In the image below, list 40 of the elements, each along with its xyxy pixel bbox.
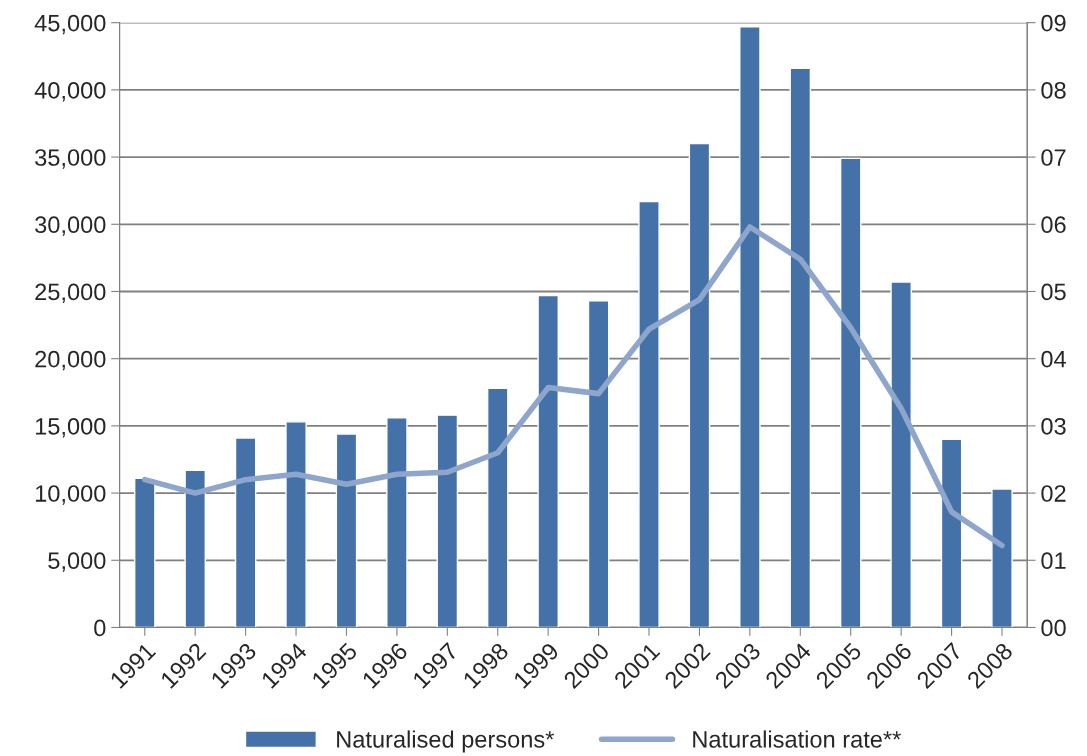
y2-tick-label: 04 <box>1041 350 1066 368</box>
bar <box>890 281 912 628</box>
y-tick-label: 45,000 <box>34 14 106 35</box>
bar <box>688 142 711 628</box>
y-tick-label: 25,000 <box>35 283 106 304</box>
bar <box>285 421 307 628</box>
bar <box>638 200 660 628</box>
y2-tick-label: 07 <box>1041 149 1066 166</box>
bar <box>789 67 812 628</box>
bar <box>537 294 559 628</box>
y2-tick-label: 08 <box>1041 81 1066 99</box>
y2-tick-label: 01 <box>1041 552 1066 570</box>
y-tick-label: 5,000 <box>48 552 106 572</box>
y-tick-label: 30,000 <box>35 216 106 236</box>
bar <box>184 469 206 628</box>
y-tick-label: 35,000 <box>35 149 106 169</box>
y2-tick-label: 03 <box>1041 417 1066 435</box>
y-tick-label: 10,000 <box>35 485 106 505</box>
bar <box>839 157 862 628</box>
y2-tick-label: 05 <box>1041 283 1066 301</box>
bar <box>940 438 963 628</box>
bar <box>486 387 509 628</box>
bar <box>739 26 761 628</box>
bar <box>134 477 156 628</box>
legend-label: Naturalisation rate** <box>693 730 901 748</box>
bar <box>335 433 358 628</box>
y-tick-label: 0 <box>94 619 106 637</box>
y2-tick-label: 09 <box>1041 14 1066 32</box>
bar <box>991 488 1013 628</box>
y-tick-label: 15,000 <box>35 417 106 438</box>
bar <box>386 417 408 628</box>
bar <box>234 437 257 628</box>
y-tick-label: 20,000 <box>35 350 106 371</box>
y2-tick-label: 00 <box>1041 619 1066 637</box>
y2-tick-label: 02 <box>1041 485 1066 502</box>
y2-tick-label: 06 <box>1041 216 1066 234</box>
bar <box>436 414 459 628</box>
y-tick-label: 40,000 <box>34 81 106 102</box>
bar <box>587 300 610 628</box>
legend-label: Naturalised persons* <box>337 730 555 753</box>
